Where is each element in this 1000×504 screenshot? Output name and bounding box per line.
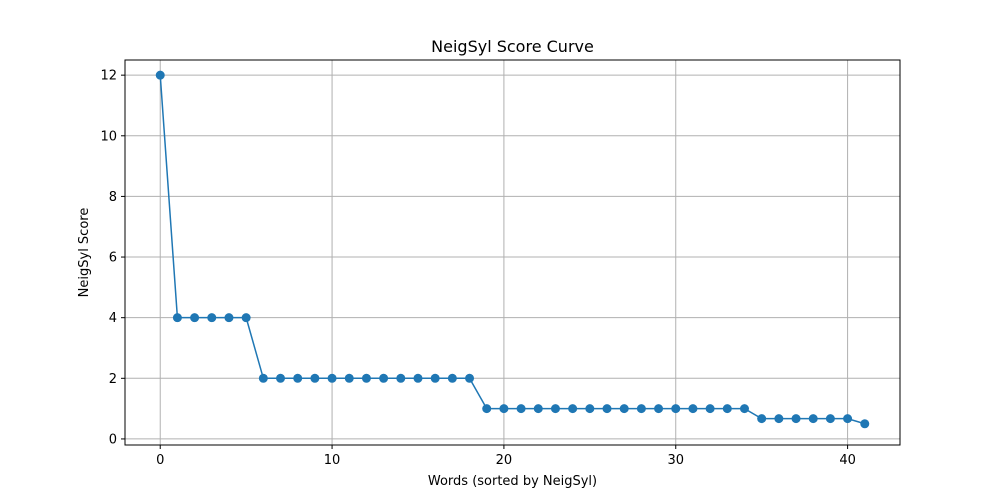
data-point: [808, 414, 818, 424]
plot-background: [125, 60, 900, 445]
grid-lines: [125, 60, 900, 445]
data-point: [499, 404, 509, 414]
x-tick-label: 30: [667, 453, 684, 468]
data-point: [585, 404, 595, 414]
data-point: [379, 373, 389, 383]
data-point: [825, 414, 835, 424]
plot-frame: [124, 59, 901, 446]
y-tick-label: 6: [109, 251, 117, 266]
y-tick-label: 2: [109, 372, 117, 387]
data-point: [688, 404, 698, 414]
data-point: [482, 404, 492, 414]
data-point: [705, 404, 715, 414]
x-tick-label: 10: [324, 453, 341, 468]
y-tick-label: 10: [100, 129, 117, 144]
chart-title: NeigSyl Score Curve: [431, 37, 594, 56]
data-point: [293, 373, 303, 383]
data-point: [241, 313, 251, 323]
data-point: [757, 414, 767, 424]
data-point: [739, 404, 749, 414]
y-tick-label: 0: [109, 432, 117, 447]
x-tick-label: 20: [496, 453, 513, 468]
data-point: [276, 373, 286, 383]
y-tick-label: 8: [109, 190, 117, 205]
data-point: [344, 373, 354, 383]
data-point: [396, 373, 406, 383]
data-point: [533, 404, 543, 414]
data-point: [413, 373, 423, 383]
data-point: [172, 313, 182, 323]
data-point: [207, 313, 217, 323]
data-point: [671, 404, 681, 414]
axis-ticks: 0 10 20 30 40 0 2 4 6 8 10 12: [100, 69, 855, 468]
data-point: [258, 373, 268, 383]
y-tick-label: 4: [109, 311, 117, 326]
x-axis-label: Words (sorted by NeigSyl): [428, 474, 597, 489]
data-point: [190, 313, 200, 323]
data-point: [310, 373, 320, 383]
data-point: [447, 373, 457, 383]
data-point: [619, 404, 629, 414]
x-tick-label: 40: [839, 453, 856, 468]
series-layer: [155, 70, 870, 429]
y-tick-label: 12: [100, 69, 117, 84]
data-point: [155, 70, 165, 80]
data-point: [430, 373, 440, 383]
data-point: [722, 404, 732, 414]
data-point: [568, 404, 578, 414]
y-axis-label: NeigSyl Score: [77, 208, 92, 298]
data-point: [516, 404, 526, 414]
data-point: [774, 414, 784, 424]
data-point: [361, 373, 371, 383]
data-point: [843, 414, 853, 424]
data-point: [224, 313, 234, 323]
x-tick-label: 0: [156, 453, 164, 468]
data-point: [465, 373, 475, 383]
data-point: [654, 404, 664, 414]
data-point: [636, 404, 646, 414]
data-point: [860, 419, 870, 429]
data-point: [327, 373, 337, 383]
data-point: [550, 404, 560, 414]
data-point: [602, 404, 612, 414]
data-point: [791, 414, 801, 424]
